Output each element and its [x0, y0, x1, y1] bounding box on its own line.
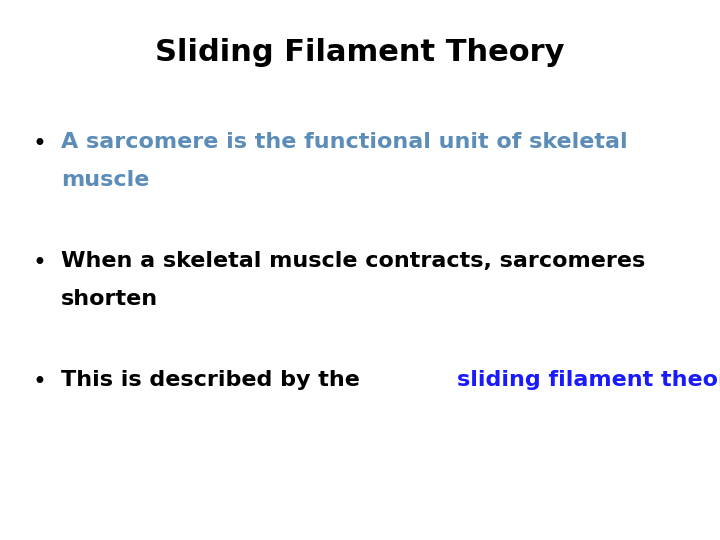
Text: muscle: muscle — [61, 170, 150, 190]
Text: •: • — [32, 132, 47, 156]
Text: •: • — [32, 251, 47, 275]
Text: When a skeletal muscle contracts, sarcomeres: When a skeletal muscle contracts, sarcom… — [61, 251, 645, 271]
Text: Sliding Filament Theory: Sliding Filament Theory — [156, 38, 564, 67]
Text: shorten: shorten — [61, 289, 158, 309]
Text: •: • — [32, 370, 47, 394]
Text: This is described by the: This is described by the — [61, 370, 368, 390]
Text: sliding filament theory: sliding filament theory — [457, 370, 720, 390]
Text: A sarcomere is the functional unit of skeletal: A sarcomere is the functional unit of sk… — [61, 132, 628, 152]
